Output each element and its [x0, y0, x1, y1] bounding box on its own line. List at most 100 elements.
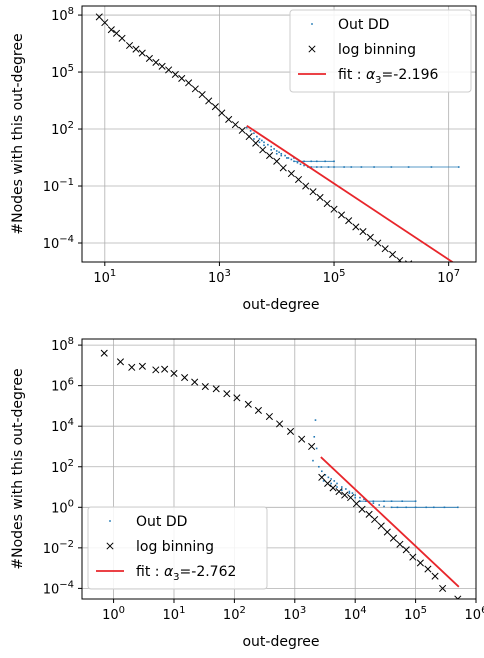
legend: Out DD log binning fit : α3=-2.196 — [289, 9, 472, 93]
x-tick-label-0: 100 — [102, 605, 125, 623]
x-tick-label-0: 101 — [93, 268, 116, 286]
binning-marker-34 — [323, 199, 331, 208]
binning-marker-4 — [118, 34, 126, 42]
legend-label-0: Out DD — [338, 17, 389, 33]
binning-marker-6 — [170, 369, 178, 377]
dd-point-12 — [280, 152, 283, 155]
binning-marker-36 — [337, 211, 346, 219]
binning-marker-18 — [298, 435, 306, 443]
binning-marker-24 — [341, 491, 349, 499]
binning-marker-37 — [424, 565, 432, 573]
dd-point-4 — [258, 138, 261, 140]
binning-marker-40 — [454, 595, 462, 599]
dd-point-8 — [270, 145, 272, 148]
binning-marker-10 — [158, 62, 166, 70]
dd-point-27 — [253, 138, 255, 140]
dd-point-2 — [314, 419, 317, 421]
binning-marker-8 — [191, 378, 199, 386]
dd-point-5 — [321, 470, 323, 473]
x-tick-label-2: 102 — [223, 605, 246, 623]
binning-marker-30 — [294, 175, 303, 184]
binning-marker-39 — [359, 228, 367, 236]
dd-point-9 — [333, 480, 336, 482]
binning-marker-0 — [100, 349, 108, 357]
binning-marker-9 — [152, 58, 160, 67]
binning-marker-24 — [252, 139, 260, 147]
fit-line — [246, 124, 455, 262]
y-tick-label-1: 10−1 — [43, 177, 74, 195]
y-tick-label-3: 102 — [51, 458, 74, 476]
dd-point-7 — [327, 476, 330, 479]
plot-area — [95, 13, 460, 294]
binning-marker-8 — [145, 54, 153, 63]
binning-marker-16 — [276, 420, 284, 428]
dd-point-5 — [261, 139, 263, 142]
binning-marker-23 — [245, 133, 253, 141]
binning-marker-18 — [211, 103, 219, 111]
dd-point-18 — [299, 163, 302, 166]
binning-marker-32 — [389, 534, 398, 542]
binning-marker-27 — [273, 157, 281, 165]
binning-marker-15 — [191, 85, 199, 93]
dd-point-11 — [278, 151, 280, 154]
dd-point-21 — [383, 505, 385, 508]
binning-marker-20 — [225, 115, 233, 123]
x-tick-label-5: 105 — [404, 605, 427, 623]
binning-marker-14 — [185, 79, 193, 87]
binning-marker-23 — [335, 487, 343, 496]
binning-marker-5 — [125, 41, 134, 50]
binning-marker-1 — [116, 358, 125, 366]
binning-marker-2 — [128, 363, 136, 371]
binning-marker-17 — [286, 427, 295, 436]
dd-point-17 — [363, 498, 365, 501]
dd-point-30 — [270, 149, 272, 151]
dd-point-1 — [249, 130, 252, 132]
legend-label-1: log binning — [338, 42, 416, 58]
binning-marker-47 — [428, 274, 434, 280]
binning-marker-35 — [330, 205, 338, 213]
binning-marker-0 — [95, 13, 103, 21]
binning-marker-36 — [416, 559, 424, 567]
binning-marker-49 — [452, 288, 458, 294]
dd-point-6 — [263, 141, 265, 144]
dd-point-6 — [324, 474, 327, 476]
binning-marker-10 — [212, 385, 220, 393]
dd-point-30 — [348, 492, 351, 494]
y-tick-label-2: 100 — [51, 498, 74, 516]
y-tick-label-0: 10−4 — [43, 234, 74, 252]
x-tick-label-3: 107 — [437, 268, 460, 286]
dd-point-16 — [359, 496, 361, 499]
dd-point-15 — [354, 494, 356, 496]
binning-marker-39 — [439, 584, 447, 592]
dd-point-8 — [330, 478, 332, 480]
dd-point-31 — [275, 152, 278, 155]
dd-point-26 — [322, 480, 325, 482]
binning-marker-38 — [352, 223, 360, 231]
binning-marker-34 — [402, 546, 410, 554]
legend-binning-marker — [308, 45, 316, 53]
y-tick-label-1: 10−2 — [43, 539, 74, 557]
x-tick-label-2: 105 — [323, 268, 346, 286]
y-tick-label-0: 10−4 — [43, 579, 74, 597]
legend-label-1: log binning — [136, 539, 214, 555]
binning-marker-5 — [161, 365, 169, 373]
binning-marker-13 — [244, 400, 252, 408]
legend-dd-marker — [311, 23, 313, 25]
binning-marker-11 — [165, 66, 173, 74]
binning-marker-21 — [324, 479, 332, 488]
binning-marker-9 — [201, 383, 209, 391]
binning-marker-16 — [198, 91, 206, 99]
binning-marker-29 — [287, 170, 295, 178]
binning-marker-19 — [218, 109, 226, 117]
binning-marker-41 — [374, 239, 382, 247]
dd-point-2 — [253, 132, 255, 135]
x-tick-label-6: 106 — [465, 605, 484, 623]
binning-marker-4 — [152, 366, 160, 374]
dd-point-32 — [280, 154, 283, 157]
dd-point-9 — [273, 148, 275, 150]
binning-marker-31 — [383, 528, 391, 536]
y-axis-label: #Nodes with this out-degree — [10, 33, 26, 234]
binning-marker-30 — [377, 522, 385, 530]
y-tick-label-5: 106 — [51, 377, 74, 395]
dd-point-4 — [318, 465, 320, 468]
